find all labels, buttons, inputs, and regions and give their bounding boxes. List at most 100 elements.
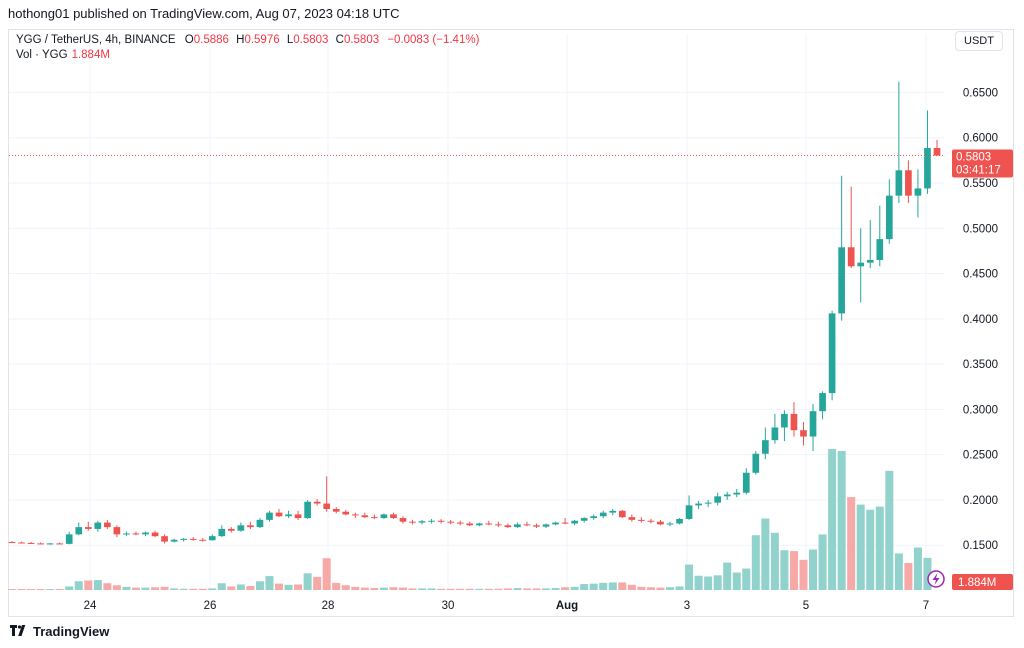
price-tick-label: 0.6000 [963, 133, 998, 145]
candle-body [266, 512, 273, 520]
candle [800, 422, 807, 446]
candle-body [56, 543, 64, 545]
volume-bar [74, 581, 83, 590]
candle [94, 520, 102, 532]
volume-bar [894, 553, 903, 590]
volume-bar [84, 580, 93, 590]
candle-body [924, 148, 931, 189]
candle-body [752, 453, 760, 473]
candle-body [599, 512, 607, 517]
high-label: H [236, 34, 245, 46]
candle-body [876, 239, 884, 260]
candle-body [895, 170, 903, 196]
candle-body [371, 517, 378, 519]
candle-body [151, 532, 159, 537]
price-tick-label: 0.5500 [963, 178, 998, 190]
chart-legend: YGG / TetherUS, 4h, BINANCE O0.5886 H0.5… [16, 33, 479, 63]
candle-body [437, 520, 445, 522]
candle [399, 516, 407, 524]
volume-bar [341, 585, 350, 590]
candle [151, 530, 159, 538]
candle-body [142, 532, 149, 535]
candle [371, 514, 378, 519]
candle-body [399, 518, 407, 522]
candle [752, 451, 760, 475]
candle-body [409, 521, 416, 523]
candle-body [905, 170, 912, 196]
volume-bar [809, 549, 818, 590]
candle [542, 523, 550, 529]
candle [571, 519, 578, 526]
candle-body [189, 538, 197, 540]
candle [676, 518, 683, 525]
candles [8, 81, 941, 545]
candle [361, 512, 369, 519]
candle [285, 510, 292, 519]
candle-body [304, 501, 311, 519]
price-tick-label: 0.2000 [963, 495, 998, 507]
price-tick-label: 0.3000 [963, 404, 998, 416]
candle-body [514, 524, 521, 528]
candle-body [113, 527, 121, 535]
candle-body [466, 523, 474, 526]
candle-body [571, 520, 578, 524]
candle [523, 521, 531, 527]
volume-bar [913, 547, 922, 590]
volume-bar [885, 470, 894, 590]
volume-value: 1.884M [71, 49, 110, 61]
candle-body [933, 148, 941, 156]
volume-bar [494, 588, 503, 590]
volume-bar [418, 588, 427, 590]
candle-body [914, 188, 922, 196]
volume-bar [646, 587, 655, 590]
volume-bar [723, 562, 732, 590]
candle-body [170, 539, 178, 542]
candle [409, 519, 416, 525]
candle-body [838, 247, 845, 314]
lightning-icon[interactable] [927, 570, 945, 588]
candle-body [495, 524, 502, 526]
volume-label[interactable]: Vol · YGG [16, 49, 68, 61]
time-tick-label: 5 [803, 600, 809, 612]
candle [828, 310, 836, 401]
candle [218, 525, 226, 538]
volume-bar [322, 558, 331, 590]
candle [342, 509, 350, 516]
candle [885, 179, 893, 244]
candle [580, 517, 588, 523]
candle [84, 521, 92, 531]
candle [351, 512, 359, 519]
volume-bar [275, 583, 284, 590]
volume-bar [427, 588, 436, 590]
volume-bar [589, 583, 598, 590]
volume-bar [246, 586, 255, 590]
candle [847, 186, 855, 269]
candle [790, 402, 798, 437]
volume-bar [36, 589, 45, 590]
volume-badge: 1.884M [952, 574, 1013, 590]
candle-body [237, 525, 245, 531]
candle-body [123, 533, 130, 535]
candle [475, 522, 483, 527]
candle [866, 220, 874, 269]
time-tick-label: 7 [923, 600, 929, 612]
change-value: −0.0083 (−1.41%) [387, 34, 480, 46]
volume-bar [208, 588, 217, 590]
high-value: 0.5976 [244, 34, 280, 46]
price-tick-label: 0.4500 [963, 269, 998, 281]
symbol-label[interactable]: YGG / TetherUS, 4h, BINANCE [16, 34, 176, 46]
price-tick-label: 0.4000 [963, 314, 998, 326]
candle-body [256, 519, 264, 528]
volume-bar [103, 583, 112, 590]
volume-bar [398, 587, 407, 590]
price-tick-label: 0.3500 [963, 359, 998, 371]
volume-bar [151, 587, 160, 590]
currency-unit-button[interactable]: USDT [955, 31, 1003, 51]
volume-bar [761, 518, 770, 590]
time-tick-label: 30 [442, 600, 455, 612]
footer-branding[interactable]: TradingView [10, 624, 109, 639]
candle-body [580, 518, 588, 521]
volume-bar [65, 586, 74, 590]
